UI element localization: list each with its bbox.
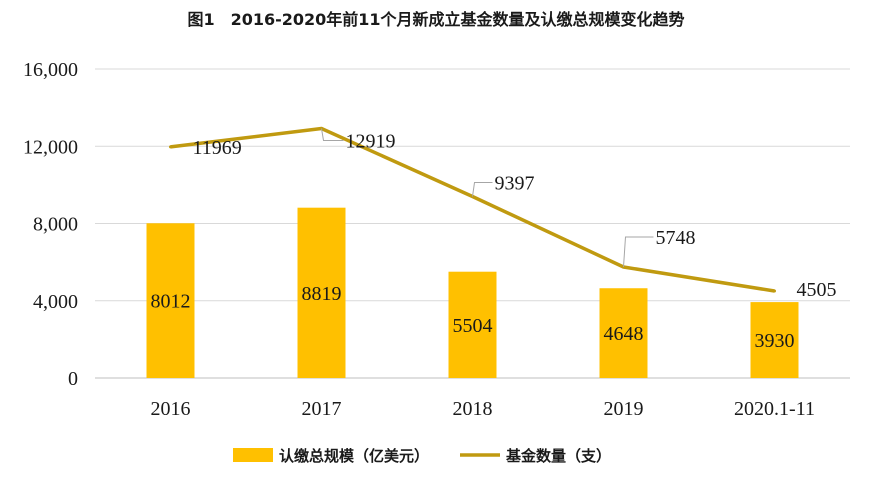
bar-data-label: 4648 — [604, 323, 644, 345]
bar-data-label: 8819 — [302, 283, 342, 305]
y-tick-label: 12,000 — [23, 136, 78, 158]
y-tick-label: 0 — [68, 368, 78, 390]
line-series: 11969 12919 9397 5748 4505 — [169, 126, 837, 301]
x-axis: 2016 2017 2018 2019 2020.1-11 — [151, 398, 815, 420]
legend-bar-swatch — [233, 448, 273, 462]
bar-data-label: 8012 — [151, 291, 191, 313]
line-point — [773, 289, 776, 293]
y-tick-label: 4,000 — [33, 291, 78, 313]
bar-series: 8012 8819 5504 4648 3930 — [146, 207, 799, 378]
leader-line — [321, 128, 344, 142]
bar — [750, 302, 799, 378]
series-line — [170, 126, 775, 293]
bar — [448, 271, 497, 378]
legend-line-label: 基金数量（支） — [505, 447, 611, 465]
legend: 认缴总规模（亿美元） 基金数量（支） — [233, 447, 611, 465]
legend-bar-label: 认缴总规模（亿美元） — [279, 447, 429, 465]
x-tick-label: 2017 — [302, 398, 342, 420]
y-axis: 0 4,000 8,000 12,000 16,000 — [23, 59, 78, 390]
bar-data-label: 3930 — [755, 330, 795, 352]
bar — [146, 223, 195, 378]
line-data-label: 9397 — [495, 173, 535, 195]
line-data-label: 11969 — [193, 137, 242, 159]
bar-data-label: 5504 — [453, 315, 493, 337]
leader-line — [472, 182, 493, 197]
grid-layer — [95, 68, 850, 379]
line-data-label: 4505 — [797, 279, 837, 301]
x-tick-label: 2019 — [604, 398, 644, 420]
y-tick-label: 8,000 — [33, 214, 78, 236]
leader-line — [623, 236, 654, 268]
chart-title: 图1 2016-2020年前11个月新成立基金数量及认缴总规模变化趋势 — [187, 10, 684, 29]
line-data-label: 12919 — [346, 131, 396, 153]
line-point — [169, 145, 172, 149]
y-tick-label: 16,000 — [23, 59, 78, 81]
x-tick-label: 2016 — [151, 398, 191, 420]
bar — [297, 207, 346, 378]
x-tick-label: 2020.1-11 — [734, 398, 815, 420]
x-tick-label: 2018 — [453, 398, 493, 420]
line-data-label: 5748 — [656, 227, 696, 249]
bar — [599, 288, 648, 378]
